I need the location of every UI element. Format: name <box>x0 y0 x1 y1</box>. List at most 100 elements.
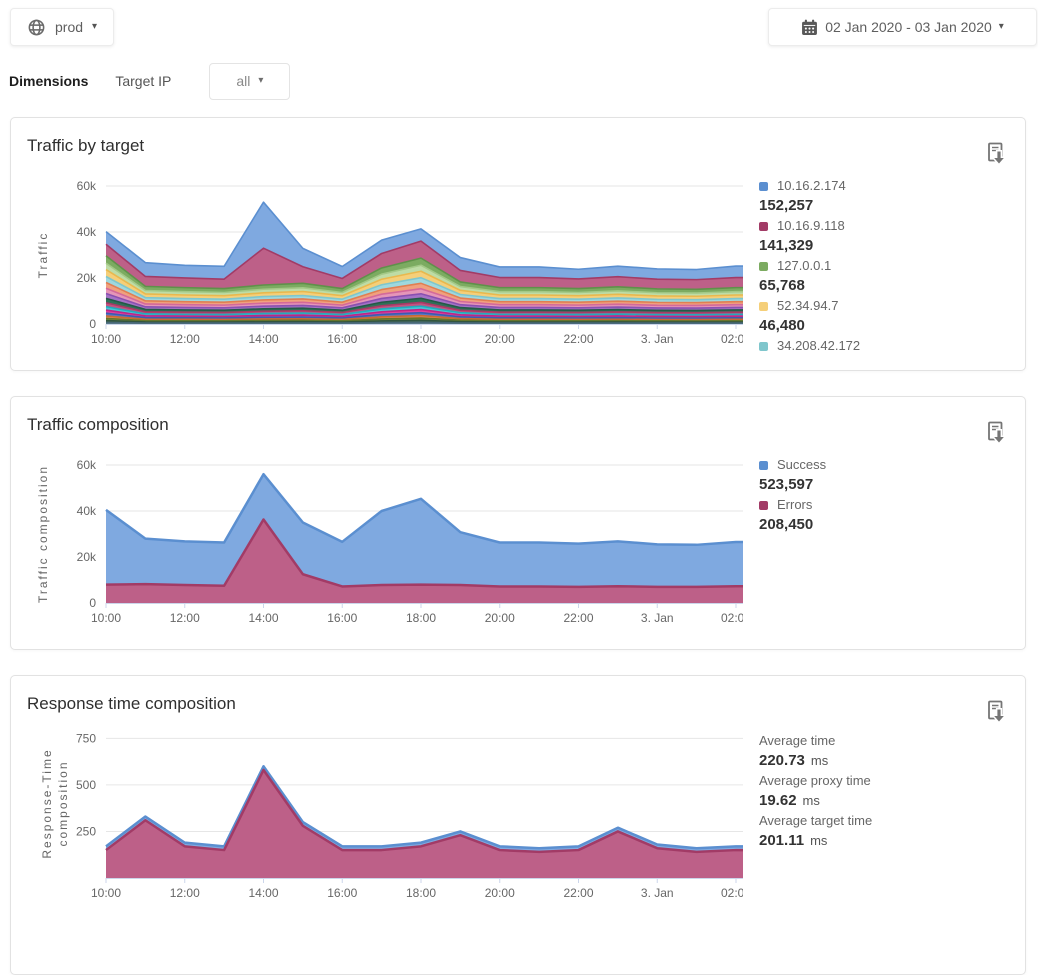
legend-value-unit: ms <box>810 753 829 768</box>
legend-entry[interactable]: Average time 220.73 ms <box>759 731 1021 771</box>
caret-down-icon: ▾ <box>92 21 98 32</box>
caret-down-icon: ▾ <box>998 21 1004 32</box>
traffic-by-target-legend: 10.16.2.174 152,257 10.16.9.118 141,329 127.… <box>759 176 1021 370</box>
traffic-by-target-card: Traffic by target 0 20k 40k 60k 10:00 12:00 14… <box>10 117 1026 371</box>
svg-text:60k: 60k <box>77 179 97 193</box>
legend-label: 10.16.2.174 <box>777 178 846 193</box>
svg-text:20:00: 20:00 <box>485 332 515 346</box>
legend-marker-icon <box>759 301 768 311</box>
legend-label: 34.208.42.172 <box>777 338 861 353</box>
date-range-label: 02 Jan 2020 - 03 Jan 2020 <box>825 19 992 35</box>
response-time-composition-legend: Average time 220.73 ms Average proxy time 19… <box>759 731 1021 851</box>
dimension-name-label: Target IP <box>115 73 172 89</box>
legend-value: 152,257 <box>759 197 814 214</box>
legend-entry[interactable]: 34.208.42.172 <box>759 336 1021 370</box>
svg-text:02:00: 02:00 <box>721 332 743 346</box>
svg-text:10:00: 10:00 <box>91 332 121 346</box>
legend-entry[interactable]: Average proxy time 19.62 ms <box>759 771 1021 811</box>
legend-entry[interactable]: 127.0.0.1 65,768 <box>759 256 1021 296</box>
environment-selector[interactable]: prod ▾ <box>10 8 115 46</box>
svg-text:10:00: 10:00 <box>91 886 121 900</box>
svg-text:20k: 20k <box>77 550 97 564</box>
svg-text:3. Jan: 3. Jan <box>641 611 674 625</box>
calendar-icon <box>801 19 818 36</box>
svg-text:18:00: 18:00 <box>406 332 436 346</box>
svg-text:22:00: 22:00 <box>563 332 593 346</box>
svg-text:0: 0 <box>89 596 96 610</box>
caret-down-icon: ▾ <box>258 75 264 86</box>
legend-label: Errors <box>777 497 813 512</box>
date-range-selector[interactable]: 02 Jan 2020 - 03 Jan 2020 ▾ <box>768 8 1037 46</box>
card-title: Traffic composition <box>27 415 169 434</box>
svg-text:18:00: 18:00 <box>406 611 436 625</box>
globe-icon <box>27 18 46 37</box>
svg-text:12:00: 12:00 <box>170 332 200 346</box>
legend-value: 19.62 ms <box>759 792 820 809</box>
legend-value: 208,450 <box>759 516 814 533</box>
svg-text:16:00: 16:00 <box>327 611 357 625</box>
dimensions-label: Dimensions <box>9 73 89 89</box>
svg-text:20k: 20k <box>77 271 97 285</box>
legend-marker-icon <box>759 500 768 510</box>
svg-text:12:00: 12:00 <box>170 886 200 900</box>
environment-label: prod <box>55 19 84 35</box>
svg-text:10:00: 10:00 <box>91 611 121 625</box>
svg-text:0: 0 <box>89 317 96 331</box>
legend-entry[interactable]: 10.16.9.118 141,329 <box>759 216 1021 256</box>
svg-text:20:00: 20:00 <box>485 886 515 900</box>
legend-label: Average proxy time <box>759 773 871 788</box>
svg-text:3. Jan: 3. Jan <box>641 886 674 900</box>
legend-label: Average time <box>759 733 836 748</box>
legend-marker-icon <box>759 221 768 231</box>
legend-value: 201.11 ms <box>759 832 828 849</box>
svg-text:22:00: 22:00 <box>563 886 593 900</box>
traffic-by-target-chart[interactable]: 0 20k 40k 60k 10:00 12:00 14:00 16:00 18:00 20:00… <box>31 176 743 348</box>
legend-value: 141,329 <box>759 237 814 254</box>
svg-text:40k: 40k <box>77 504 97 518</box>
legend-marker-icon <box>759 460 768 470</box>
svg-text:02:00: 02:00 <box>721 886 743 900</box>
legend-label: Success <box>777 457 827 472</box>
target-ip-select[interactable]: all ▾ <box>209 62 291 100</box>
legend-value: 523,597 <box>759 476 814 493</box>
legend-value-unit: ms <box>810 833 828 848</box>
svg-text:22:00: 22:00 <box>563 611 593 625</box>
svg-text:18:00: 18:00 <box>406 886 436 900</box>
svg-text:500: 500 <box>76 778 96 792</box>
report-download-icon[interactable] <box>985 421 1009 447</box>
card-title: Response time composition <box>27 694 236 713</box>
svg-text:Traffic: Traffic <box>36 232 50 279</box>
svg-text:12:00: 12:00 <box>170 611 200 625</box>
legend-marker-icon <box>759 341 768 351</box>
svg-text:Traffic composition: Traffic composition <box>36 465 50 603</box>
legend-label: 10.16.9.118 <box>777 218 845 233</box>
legend-value: 65,768 <box>759 277 805 294</box>
svg-text:750: 750 <box>76 731 96 745</box>
legend-entry[interactable]: Average target time 201.11 ms <box>759 811 1021 851</box>
target-ip-selected-value: all <box>236 73 251 89</box>
traffic-composition-chart[interactable]: 0 20k 40k 60k 10:00 12:00 14:00 16:00 18:00 20:00… <box>31 455 743 627</box>
svg-text:20:00: 20:00 <box>485 611 515 625</box>
svg-text:composition: composition <box>56 760 70 846</box>
legend-entry[interactable]: 10.16.2.174 152,257 <box>759 176 1021 216</box>
legend-entry[interactable]: Success 523,597 <box>759 455 1021 495</box>
traffic-composition-legend: Success 523,597 Errors 208,450 <box>759 455 1021 535</box>
legend-label: 52.34.94.7 <box>777 298 839 313</box>
report-download-icon[interactable] <box>985 142 1009 168</box>
svg-text:3. Jan: 3. Jan <box>641 332 674 346</box>
filters-row: Dimensions Target IP all ▾ <box>9 62 291 100</box>
legend-entry[interactable]: 52.34.94.7 46,480 <box>759 296 1021 336</box>
svg-text:16:00: 16:00 <box>327 886 357 900</box>
legend-label: 127.0.0.1 <box>777 258 832 273</box>
svg-text:60k: 60k <box>77 458 97 472</box>
svg-text:14:00: 14:00 <box>248 332 278 346</box>
legend-value-unit: ms <box>802 793 820 808</box>
report-download-icon[interactable] <box>985 700 1009 726</box>
svg-text:14:00: 14:00 <box>248 611 278 625</box>
legend-entry[interactable]: Errors 208,450 <box>759 495 1021 535</box>
response-time-composition-chart[interactable]: 250 500 750 10:00 12:00 14:00 16:00 18:00 20:00 2… <box>31 723 743 923</box>
svg-text:16:00: 16:00 <box>327 332 357 346</box>
svg-text:Response-Time: Response-Time <box>40 748 54 858</box>
card-title: Traffic by target <box>27 136 145 155</box>
traffic-composition-card: Traffic composition 0 20k 40k 60k 10:00 12:00… <box>10 396 1026 650</box>
